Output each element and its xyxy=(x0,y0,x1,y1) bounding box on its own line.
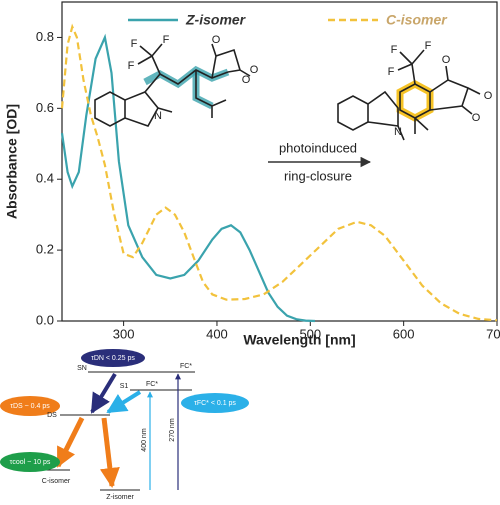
diagram-label: 400 nm xyxy=(141,428,148,452)
y-tick-label: 0.2 xyxy=(36,242,54,257)
x-axis-label: Wavelength [nm] xyxy=(243,332,355,348)
atom-label: F xyxy=(391,44,398,56)
atom-label: O xyxy=(242,74,251,86)
diagram-label: τFC* < 0.1 ps xyxy=(194,400,236,407)
energy-diagram xyxy=(0,349,249,491)
molecule-z xyxy=(94,43,251,127)
x-tick-label: 400 xyxy=(206,326,228,341)
atom-label: F xyxy=(128,60,135,72)
y-tick-label: 0.0 xyxy=(36,312,54,327)
diagram-label: τcool ~ 10 ps xyxy=(10,459,51,466)
y-axis-label: Absorbance [OD] xyxy=(4,104,20,219)
diagram-label: τDN < 0.25 ps xyxy=(91,355,135,362)
atom-label: F xyxy=(163,34,170,46)
atom-label: O xyxy=(212,34,221,46)
data-line xyxy=(60,33,316,323)
diagram-label: Z-isomer xyxy=(106,494,134,500)
diagram-label: S1 xyxy=(120,383,129,390)
x-tick-label: 500 xyxy=(299,326,321,341)
y-tick-label: 0.4 xyxy=(36,171,54,186)
atom-label: N xyxy=(154,110,162,122)
diagram-label: 270 nm xyxy=(169,418,176,442)
plot-frame xyxy=(61,1,498,322)
diagram-label: FC* xyxy=(146,381,158,388)
atom-label: O xyxy=(472,112,481,124)
arrow-ds-c xyxy=(55,416,85,468)
atom-label: O xyxy=(250,64,259,76)
diagram-label: FC* xyxy=(180,363,192,370)
y-tick-label: 0.8 xyxy=(36,29,54,44)
atom-label: O xyxy=(484,90,493,102)
diagram-label: C-isomer xyxy=(42,478,71,485)
atom-label: F xyxy=(131,38,138,50)
legend-label: C-isomer xyxy=(386,12,448,28)
legend-label: Z-isomer xyxy=(185,12,247,28)
arrow-label-top: photoinduced xyxy=(279,140,357,155)
x-tick-label: 700 xyxy=(486,326,500,341)
arrow-dn xyxy=(90,372,117,414)
data-line xyxy=(60,23,498,322)
atom-label: O xyxy=(442,54,451,66)
atom-label: F xyxy=(388,66,395,78)
x-tick-label: 600 xyxy=(393,326,415,341)
arrow-ds-z xyxy=(99,417,120,488)
arrow-fc xyxy=(106,390,142,414)
molecule-c xyxy=(337,49,481,141)
plot: 300 400 500 600 700 0.0 0.2 0.4 0.6 0.8 Wavelength… xyxy=(4,1,500,348)
diagram-label: DS xyxy=(47,412,57,419)
atom-label: F xyxy=(425,40,432,52)
atom-label: N xyxy=(394,126,402,138)
diagram-label: τDS ~ 0.4 ps xyxy=(10,403,50,410)
y-tick-label: 0.6 xyxy=(36,100,54,115)
x-tick-label: 300 xyxy=(113,326,135,341)
diagram-label: SN xyxy=(77,365,87,372)
arrow-label-bottom: ring-closure xyxy=(284,168,352,183)
